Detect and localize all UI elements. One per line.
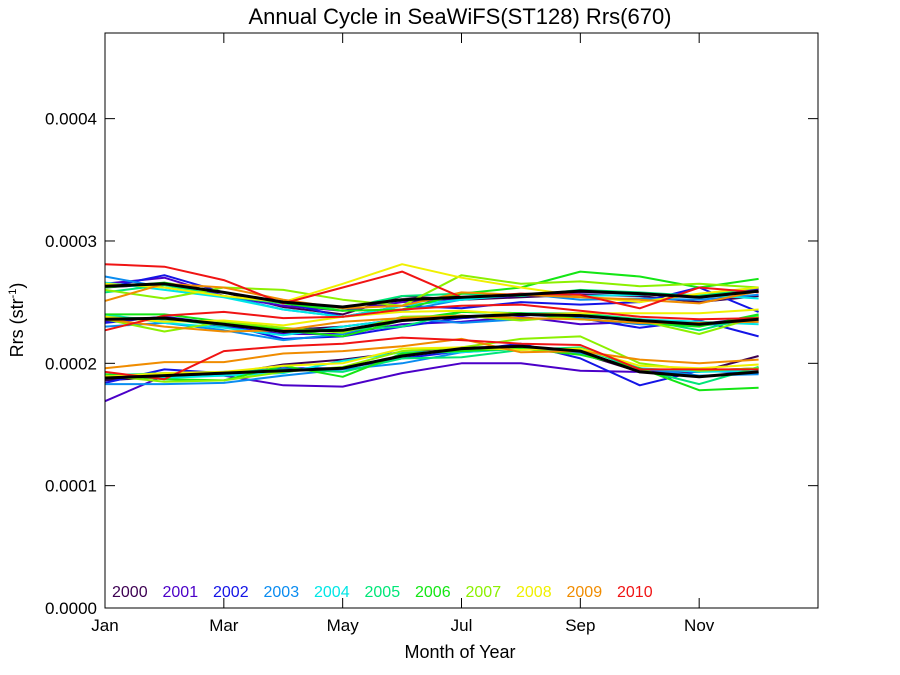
legend-entry-2007: 2007 [466, 584, 502, 601]
y-tick-label: 0.0001 [45, 477, 97, 496]
legend-entry-2000: 2000 [112, 584, 148, 601]
series-2010-line-2 [104, 303, 759, 332]
legend-entry-2003: 2003 [264, 584, 300, 601]
legend-entry-2002: 2002 [213, 584, 249, 601]
y-axis: 0.0000 0.0001 0.0002 0.0003 0.0004 [45, 110, 818, 618]
x-tick-label: Jul [451, 616, 473, 635]
y-axis-label-end: ) [7, 283, 27, 289]
y-tick-label: 0.0003 [45, 232, 97, 251]
x-tick-label: Nov [684, 616, 715, 635]
mean-lines [104, 282, 759, 380]
x-tick-label: Mar [209, 616, 239, 635]
series-2008-line-2 [104, 308, 759, 327]
x-tick-label: May [327, 616, 360, 635]
legend-entry-2004: 2004 [314, 584, 350, 601]
series-2010-line-3 [104, 336, 759, 381]
y-axis-label: Rrs (str-1) [7, 283, 27, 358]
legend-entry-2010: 2010 [617, 584, 653, 601]
x-axis-label: Month of Year [404, 642, 515, 662]
x-tick-label: Sep [565, 616, 595, 635]
y-tick-label: 0.0000 [45, 599, 97, 618]
legend-entry-2008: 2008 [516, 584, 552, 601]
mean-line-3 [104, 344, 759, 380]
series-2009-line-2 [104, 314, 759, 333]
y-tick-label: 0.0004 [45, 110, 97, 129]
y-axis-label-main: Rrs (str [7, 298, 27, 357]
legend-entry-2009: 2009 [567, 584, 603, 601]
legend-entry-2005: 2005 [365, 584, 401, 601]
y-tick-label: 0.0002 [45, 354, 97, 373]
series-2007-line-3 [104, 335, 759, 383]
series-2007-line-1 [104, 274, 759, 307]
y-axis-label-sup: -1 [7, 289, 19, 299]
x-tick-label: Jan [91, 616, 118, 635]
legend-entry-2001: 2001 [163, 584, 199, 601]
series-2009-line-3 [104, 337, 759, 370]
legend-entry-2006: 2006 [415, 584, 451, 601]
mean-line-1 [104, 282, 759, 309]
x-axis: Jan Mar May Jul Sep Nov [91, 33, 715, 635]
plot-lines [104, 263, 759, 403]
legend: 2000 2001 2002 2003 2004 2005 2006 2007 2008 2009… [112, 584, 653, 601]
mean-line-2 [104, 312, 759, 333]
chart-title: Annual Cycle in SeaWiFS(ST128) Rrs(670) [248, 4, 671, 29]
series-2010-line-1 [104, 263, 759, 310]
